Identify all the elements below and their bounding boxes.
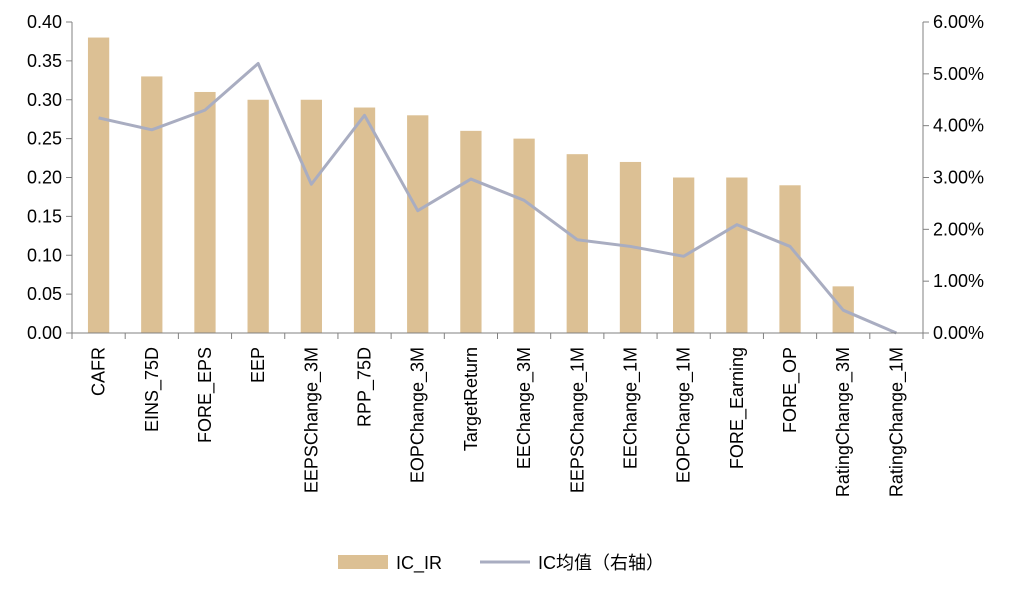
right-axis-tick-label: 2.00% [933,219,984,239]
x-axis-category-label: TargetReturn [461,347,481,451]
left-axis-tick-label: 0.05 [27,284,62,304]
bar [726,177,748,333]
left-axis-tick-label: 0.10 [27,245,62,265]
legend-bar-swatch [338,555,388,569]
bar [247,99,269,333]
right-axis-tick-label: 4.00% [933,116,984,136]
right-axis-tick-label: 5.00% [933,64,984,84]
x-axis-category-label: EEChange_3M [514,347,535,469]
x-axis-category-label: EOPChange_3M [408,347,429,483]
x-axis-category-label: RatingChange_1M [886,347,907,497]
right-axis-tick-label: 1.00% [933,271,984,291]
left-axis-tick-label: 0.40 [27,12,62,32]
bar [194,91,216,333]
bar [513,138,535,333]
x-axis-category-label: EINS_75D [142,347,163,432]
legend: IC_IR IC均值（右轴） [338,553,664,574]
right-axis-tick-label: 6.00% [933,12,984,32]
x-axis-category-label: EEP [248,347,268,383]
x-axis-category-label: RatingChange_3M [833,347,854,497]
x-axis-category-label: FORE_OP [780,347,801,433]
bar [407,115,429,333]
left-axis-tick-label: 0.25 [27,129,62,149]
left-axis-tick-label: 0.20 [27,168,62,188]
x-axis-category-label: EEChange_1M [620,347,641,469]
left-axis-tick-label: 0.35 [27,51,62,71]
bar-series-ic-ir [87,37,854,334]
ic-mean-line [98,61,898,335]
line-series-ic-mean [98,61,898,335]
x-axis-category-label: FORE_EPS [195,347,216,443]
legend-bar-label: IC_IR [396,553,442,574]
x-axis-category-label: EEPSChange_3M [301,347,322,493]
x-axis-category-label: FORE_Earning [727,347,748,469]
left-axis-tick-label: 0.00 [27,323,62,343]
x-axis-category-label: EEPSChange_1M [567,347,588,493]
bar [300,99,322,333]
x-axis: CAFR EINS_75D FORE_EPS EEP EEPSChange_3M RPP_… [71,332,924,497]
bar [141,76,163,334]
right-axis-tick-label: 3.00% [933,168,984,188]
left-y-axis: 0.00 0.05 0.10 0.15 0.20 0.25 0.30 0.35 0.40 [27,12,73,343]
legend-line-label: IC均值（右轴） [538,553,664,573]
right-axis-tick-label: 0.00% [933,323,984,343]
bar [779,185,801,333]
left-axis-tick-label: 0.15 [27,206,62,226]
bar [566,154,588,333]
x-axis-category-label: RPP_75D [355,347,376,427]
bar [460,130,482,333]
bar [353,107,376,334]
right-y-axis: 0.00% 1.00% 2.00% 3.00% 4.00% 5.00% 6.00% [922,12,984,343]
x-axis-category-label: EOPChange_1M [674,347,695,483]
x-axis-category-label: CAFR [89,347,109,396]
left-axis-tick-label: 0.30 [27,90,62,110]
bar [87,37,110,334]
